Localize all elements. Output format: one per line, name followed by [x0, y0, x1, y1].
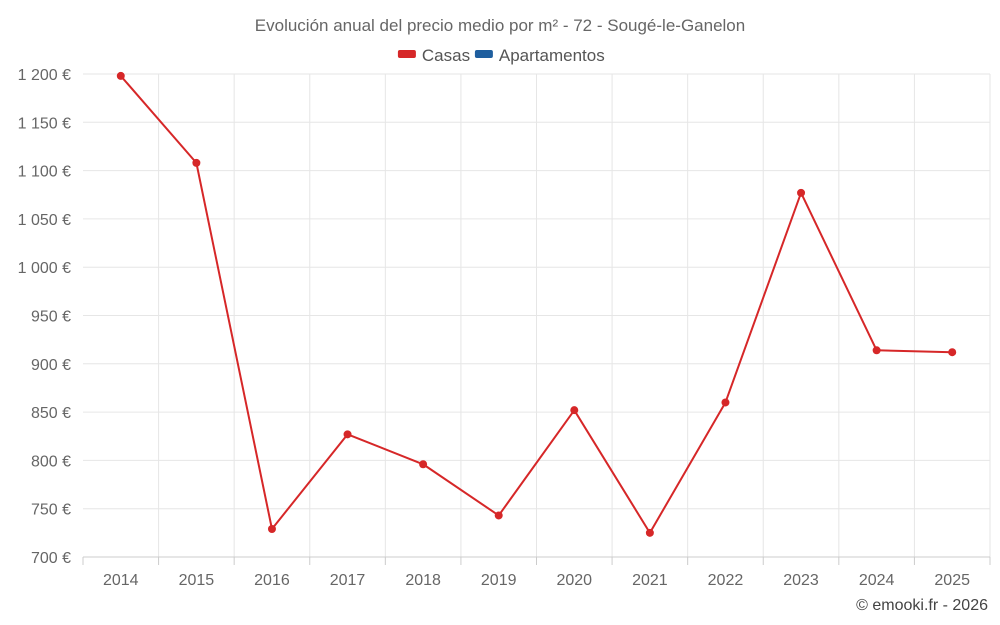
x-tick-label: 2021	[632, 572, 668, 589]
y-tick-label: 1 150 €	[18, 115, 71, 132]
grid	[83, 73, 991, 557]
data-point[interactable]	[721, 398, 730, 407]
y-tick-label: 1 100 €	[18, 164, 71, 181]
y-tick-label: 700 €	[31, 550, 71, 567]
x-tick-label: 2020	[556, 572, 592, 589]
x-tick-label: 2019	[481, 572, 517, 589]
x-tick-label: 2018	[405, 572, 441, 589]
x-tick-label: 2023	[783, 572, 819, 589]
data-point[interactable]	[116, 71, 125, 80]
y-tick-label: 1 000 €	[18, 260, 71, 277]
series-line-casas	[120, 75, 953, 534]
x-tick-label: 2015	[179, 572, 215, 589]
y-tick-label: 1 050 €	[18, 212, 71, 229]
legend-label: Apartamentos	[499, 46, 605, 65]
legend-label: Casas	[422, 46, 470, 65]
y-tick-label: 800 €	[31, 453, 71, 470]
series-layer	[116, 71, 957, 537]
legend: Casas Apartamentos	[397, 46, 605, 65]
y-tick-label: 750 €	[31, 502, 71, 519]
legend-swatch	[397, 50, 416, 58]
y-tick-label: 950 €	[31, 309, 71, 326]
x-tick-label: 2024	[859, 572, 895, 589]
x-tick-label: 2016	[254, 572, 290, 589]
chart-title: Evolución anual del precio medio por m² …	[255, 16, 745, 35]
legend-swatch	[474, 50, 493, 58]
axes: 700 € 750 € 800 € 850 € 900 € 950 € 1 000 € 1 0…	[18, 67, 991, 589]
y-tick-label: 1 200 €	[18, 67, 71, 84]
data-point[interactable]	[872, 346, 881, 355]
data-point[interactable]	[419, 460, 428, 469]
data-point[interactable]	[948, 348, 957, 357]
x-tick-label: 2022	[708, 572, 744, 589]
data-point[interactable]	[797, 188, 806, 197]
data-point[interactable]	[343, 430, 352, 439]
legend-item-casas[interactable]: Casas	[397, 46, 470, 65]
credit-text: © emooki.fr - 2026	[856, 597, 988, 614]
data-point[interactable]	[494, 511, 503, 520]
y-tick-label: 850 €	[31, 405, 71, 422]
data-point[interactable]	[192, 158, 201, 167]
y-tick-label: 900 €	[31, 357, 71, 374]
data-point[interactable]	[570, 406, 579, 415]
data-point[interactable]	[267, 524, 276, 533]
data-point[interactable]	[645, 528, 654, 537]
legend-item-apartamentos[interactable]: Apartamentos	[474, 46, 605, 65]
x-tick-label: 2017	[330, 572, 366, 589]
x-tick-label: 2025	[934, 572, 970, 589]
x-tick-label: 2014	[103, 572, 139, 589]
